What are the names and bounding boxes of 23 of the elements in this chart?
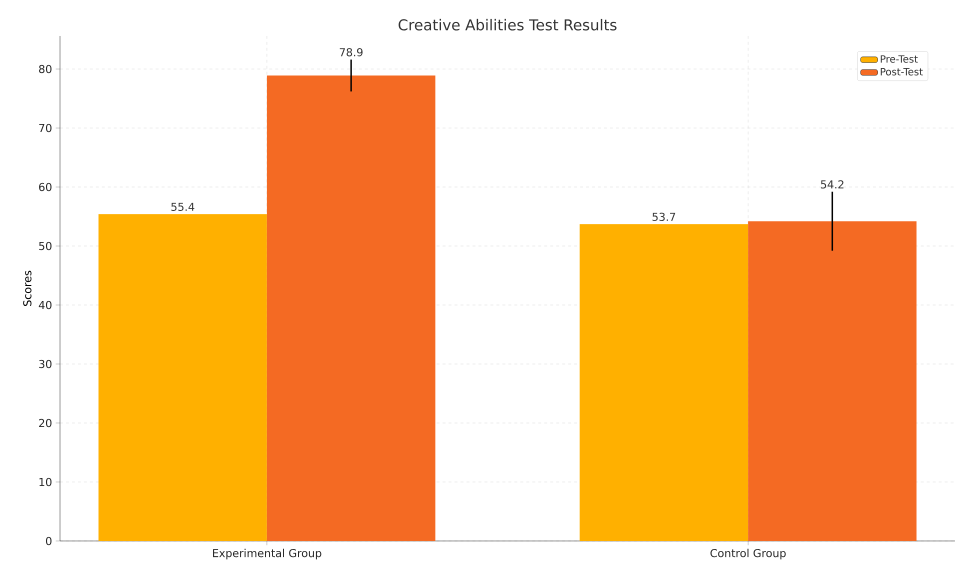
y-tick-label: 80: [39, 64, 52, 74]
x-tick-label: Experimental Group: [213, 548, 322, 560]
data-label: 53.7: [652, 212, 676, 221]
bar: [266, 76, 436, 541]
data-label: 54.2: [820, 180, 844, 189]
bar: [580, 224, 748, 541]
y-tick-label: 70: [39, 124, 52, 132]
y-tick-label: 60: [39, 182, 52, 192]
bar: [748, 221, 917, 541]
bar: [98, 214, 267, 541]
y-tick-label: 40: [38, 300, 52, 310]
y-tick-label: 0: [46, 536, 52, 546]
legend-label: Pre-Test: [880, 55, 918, 63]
legend-label: Post-Test: [880, 68, 923, 76]
y-tick-label: 50: [39, 242, 52, 250]
y-tick-label: 20: [39, 418, 52, 428]
data-label: 55.4: [171, 202, 194, 211]
chart-title: Creative Abilities Test Results: [398, 18, 616, 30]
data-label: 78.9: [340, 48, 363, 56]
y-axis-title: Scores: [23, 270, 32, 306]
y-tick-label: 10: [39, 478, 52, 486]
x-tick-label: Control Group: [710, 548, 786, 560]
y-tick-label: 30: [39, 360, 52, 368]
